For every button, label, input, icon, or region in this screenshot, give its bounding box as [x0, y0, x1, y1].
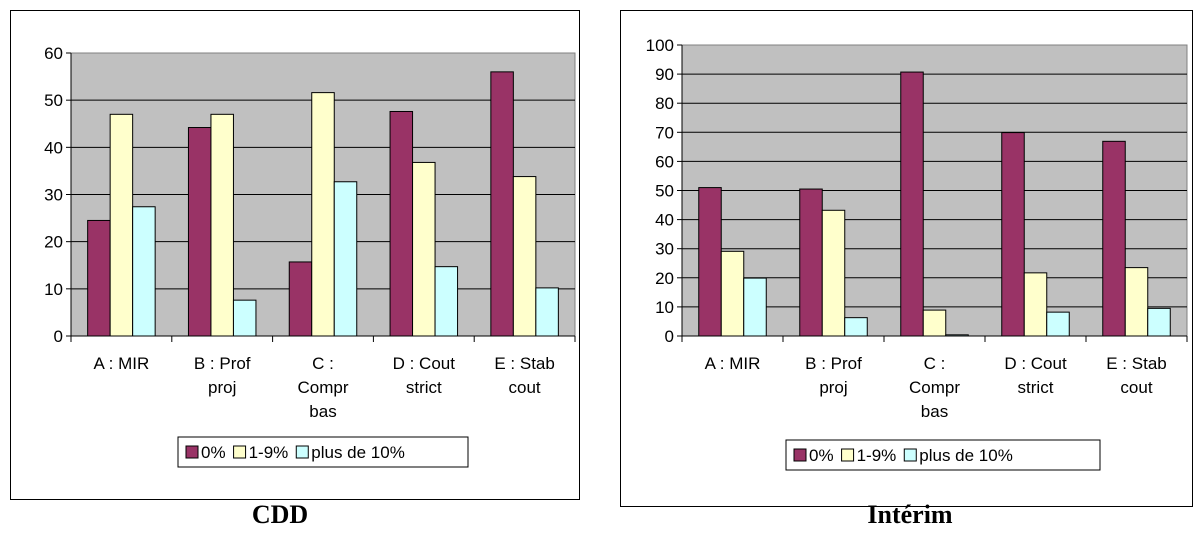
chart-0-category-label: cout [509, 378, 541, 397]
chart-0-legend-swatch [185, 445, 199, 459]
chart-0-bar [288, 261, 313, 337]
chart-1-legend-label: 1-9% [857, 446, 897, 465]
chart-0-bar [434, 266, 459, 337]
chart-0-category-label: A : MIR [94, 354, 150, 373]
chart-1-category-label: proj [819, 378, 847, 397]
chart-1-y-tick-label: 0 [665, 327, 674, 346]
chart-1-bar [821, 209, 846, 337]
chart-1-legend-swatch [841, 448, 855, 462]
chart-0-bar [412, 161, 436, 337]
chart-0-category-label: B : Prof [194, 354, 251, 373]
chart-1-bar [1124, 267, 1149, 337]
chart-1-bar [799, 188, 823, 337]
chart-0-bar [232, 299, 257, 337]
chart-1-category-label: C : [924, 354, 946, 373]
chart-0-bar [311, 92, 335, 337]
chart-0-legend-swatch [295, 445, 309, 459]
chart-1-y-tick-label: 20 [655, 269, 674, 288]
chart-1-y-tick-label: 10 [655, 298, 674, 317]
chart-0-legend-swatch [233, 445, 247, 459]
chart-1-legend [785, 439, 1101, 471]
chart-1-category-label: A : MIR [705, 354, 761, 373]
chart-1-category-label: cout [1120, 378, 1152, 397]
cdd-chart-svg: 0 10 20 30 40 50 60 A : MIR B : Prof proj C : Compr… [10, 10, 580, 500]
chart-1-y-tick-label: 60 [655, 152, 674, 171]
chart-1-bar [1046, 311, 1070, 337]
chart-0-bar [132, 206, 156, 337]
chart-1-category-label: D : Cout [1004, 354, 1067, 373]
chart-1-bar [900, 71, 924, 337]
chart-1-legend-label: plus de 10% [919, 446, 1013, 465]
chart-0-legend-label: 1-9% [249, 443, 289, 462]
chart-0-bar [333, 181, 358, 337]
chart-0-category-label: D : Cout [393, 354, 456, 373]
chart-1-y-tick-label: 30 [655, 240, 674, 259]
chart-0-category-label: bas [309, 402, 336, 421]
chart-1-bar [698, 187, 722, 337]
chart-1-y-tick-label: 90 [655, 65, 674, 84]
chart-1-legend-label: 0% [809, 446, 834, 465]
chart-0-category-label: C : [312, 354, 334, 373]
chart-0-category-label: Compr [297, 378, 348, 397]
chart-1-category-label: B : Prof [805, 354, 862, 373]
chart-1-bar [922, 309, 947, 337]
chart-0-bar [187, 127, 212, 337]
chart-0-y-tick-label: 30 [44, 186, 63, 205]
chart-0-legend-label: plus de 10% [311, 443, 405, 462]
chart-1-category-label: bas [921, 402, 948, 421]
cdd-chart-caption: CDD [251, 500, 309, 529]
chart-0-y-tick-label: 40 [44, 138, 63, 157]
chart-0-legend-label: 0% [201, 443, 226, 462]
chart-1-bar [844, 317, 868, 337]
interim-chart-caption: Intérim [867, 500, 953, 529]
interim-chart-svg: 0 10 20 30 40 50 60 70 80 90 100 A : MIR B : Prof pro… [620, 10, 1193, 507]
chart-1-bar [945, 334, 969, 337]
chart-1-legend-swatch [903, 448, 917, 462]
chart-0-y-tick-label: 0 [54, 327, 63, 346]
chart-1-y-tick-label: 100 [646, 36, 674, 55]
chart-0-bar [490, 71, 514, 337]
chart-1-legend-swatch [793, 448, 807, 462]
chart-0-category-label: E : Stab [494, 354, 554, 373]
chart-1-bar [720, 250, 745, 337]
chart-0-bar [389, 110, 414, 337]
chart-0-y-tick-label: 50 [44, 91, 63, 110]
chart-0-bar [535, 287, 559, 337]
chart-0-y-tick-label: 20 [44, 233, 63, 252]
chart-0-bar [87, 219, 111, 337]
chart-1-y-tick-label: 40 [655, 211, 674, 230]
chart-1-y-tick-label: 80 [655, 94, 674, 113]
chart-0-bar [512, 176, 537, 337]
chart-0-y-tick-label: 10 [44, 280, 63, 299]
chart-1-category-label: E : Stab [1106, 354, 1166, 373]
chart-0-legend [177, 436, 469, 468]
chart-0-bar [109, 113, 134, 337]
chart-1-bar [1023, 272, 1048, 337]
cdd-chart: 0 10 20 30 40 50 60 A : MIR B : Prof proj C : Compr… [10, 10, 580, 500]
chart-1-bar [1102, 140, 1126, 337]
chart-0-category-label: strict [406, 378, 442, 397]
chart-1-y-tick-label: 50 [655, 182, 674, 201]
chart-1-bar [743, 277, 767, 337]
chart-1-y-tick-label: 70 [655, 123, 674, 142]
chart-1-category-label: strict [1018, 378, 1054, 397]
chart-1-category-label: Compr [909, 378, 960, 397]
chart-1-bar [1001, 132, 1025, 337]
chart-0-category-label: proj [208, 378, 236, 397]
interim-chart: 0 10 20 30 40 50 60 70 80 90 100 A : MIR B : Prof pro… [620, 10, 1193, 507]
chart-0-y-tick-label: 60 [44, 44, 63, 63]
chart-0-bar [210, 113, 234, 337]
chart-1-bar [1147, 307, 1171, 337]
